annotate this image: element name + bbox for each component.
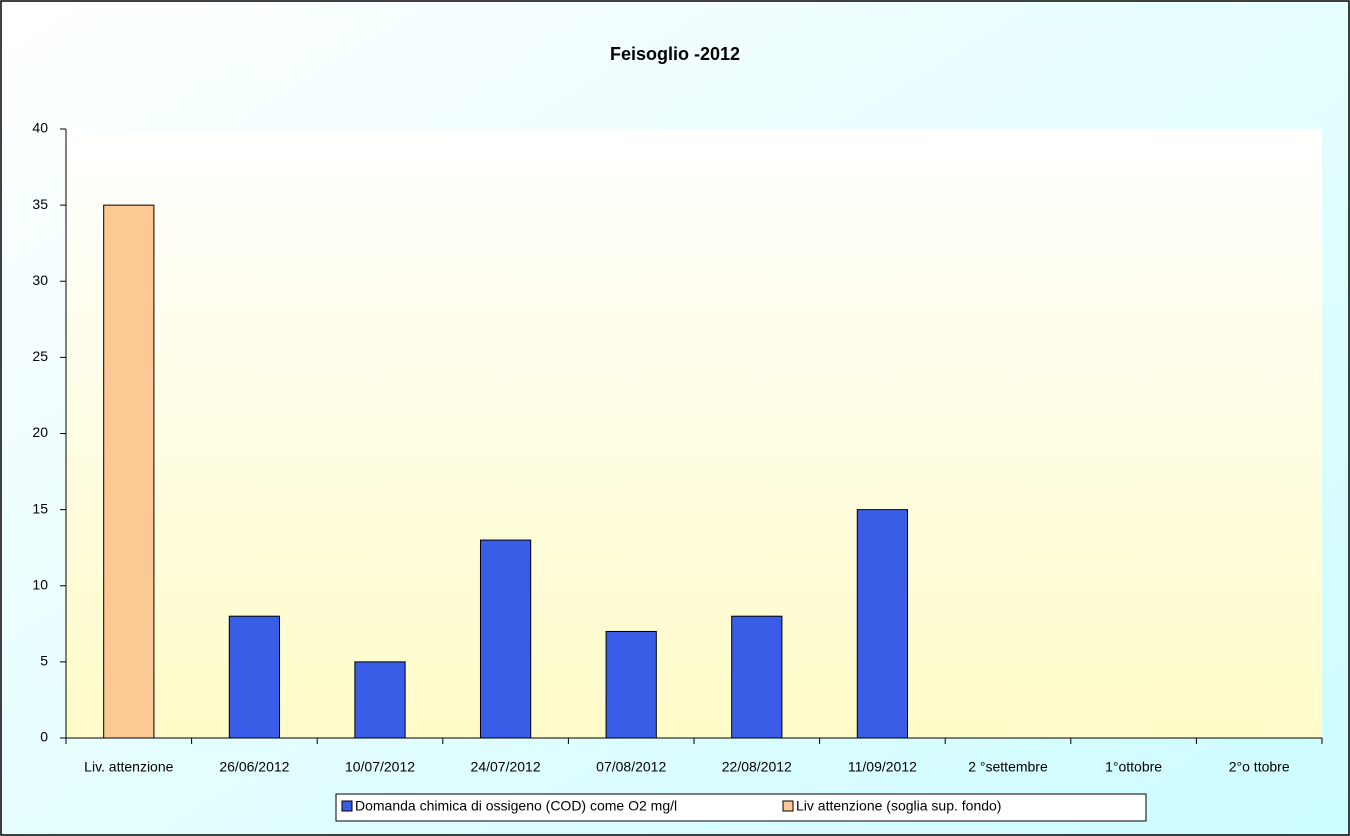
x-tick-label: Liv. attenzione bbox=[84, 759, 173, 775]
bar bbox=[605, 630, 657, 739]
x-tick-label: 10/07/2012 bbox=[345, 759, 415, 775]
y-tick-label: 35 bbox=[32, 196, 48, 212]
y-tick-label: 0 bbox=[40, 729, 48, 745]
x-tick-label: 24/07/2012 bbox=[471, 759, 541, 775]
x-tick-label: 26/06/2012 bbox=[219, 759, 289, 775]
x-tick-label: 11/09/2012 bbox=[848, 759, 917, 775]
x-tick-label: 22/08/2012 bbox=[722, 759, 792, 775]
y-tick-label: 25 bbox=[32, 348, 48, 364]
y-tick-label: 20 bbox=[32, 424, 48, 440]
y-tick-label: 15 bbox=[32, 500, 48, 516]
y-tick-label: 40 bbox=[32, 120, 48, 136]
legend-swatch bbox=[341, 800, 353, 812]
y-tick-label: 10 bbox=[32, 576, 48, 592]
x-tick-label: 2 °settembre bbox=[968, 759, 1048, 775]
x-tick-label: 07/08/2012 bbox=[596, 759, 666, 775]
x-tick-label: 1°ottobre bbox=[1105, 759, 1162, 775]
x-tick-label: 2°o ttobre bbox=[1229, 759, 1290, 775]
bar bbox=[479, 539, 532, 739]
legend-swatch bbox=[782, 800, 794, 812]
bar bbox=[103, 204, 155, 739]
bar bbox=[228, 615, 281, 739]
y-tick-label: 5 bbox=[40, 653, 48, 669]
legend-label: Liv attenzione (soglia sup. fondo) bbox=[796, 798, 1001, 814]
legend-box bbox=[335, 793, 1147, 822]
y-tick-label: 30 bbox=[32, 272, 48, 288]
bar bbox=[354, 661, 406, 739]
bar bbox=[731, 615, 783, 739]
legend-label: Domanda chimica di ossigeno (COD) come O… bbox=[355, 798, 677, 814]
bar bbox=[856, 509, 909, 739]
legend: Domanda chimica di ossigeno (COD) come O… bbox=[335, 793, 1147, 822]
chart-title: Feisoglio -2012 bbox=[610, 44, 740, 64]
